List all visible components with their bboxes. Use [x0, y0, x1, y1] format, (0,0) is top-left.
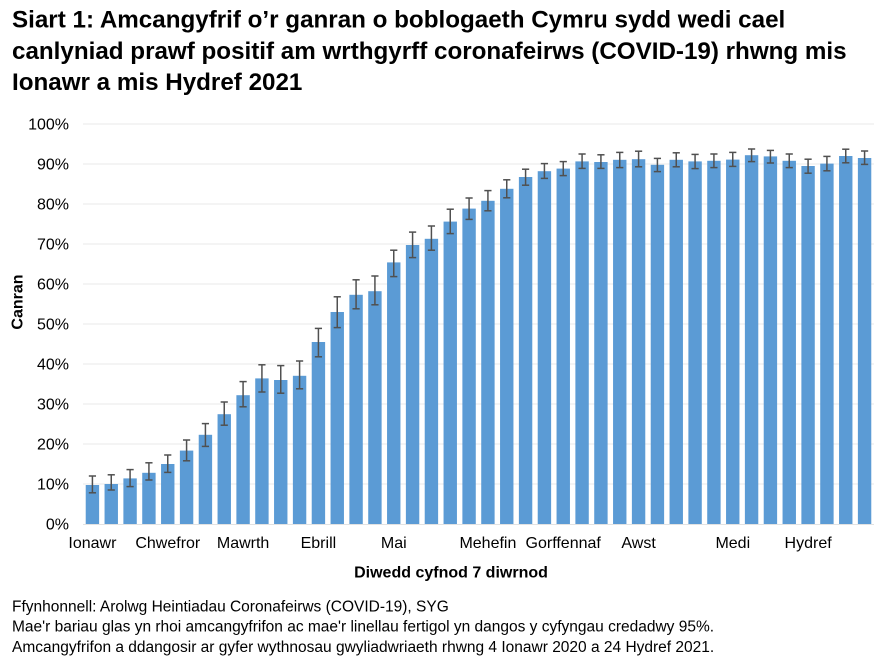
svg-text:Gorffennaf: Gorffennaf [526, 535, 602, 552]
svg-text:60%: 60% [37, 276, 69, 293]
svg-text:Mawrth: Mawrth [217, 535, 269, 552]
svg-text:Amcangyfrifon a ddangosir ar g: Amcangyfrifon a ddangosir ar gyfer wythn… [12, 639, 714, 656]
svg-text:100%: 100% [28, 116, 69, 133]
svg-text:Ebrill: Ebrill [301, 535, 337, 552]
svg-text:20%: 20% [37, 436, 69, 453]
svg-text:30%: 30% [37, 396, 69, 413]
svg-text:50%: 50% [37, 316, 69, 333]
svg-text:80%: 80% [37, 196, 69, 213]
svg-text:Ionawr a mis Hydref 2021: Ionawr a mis Hydref 2021 [12, 69, 302, 96]
svg-text:0%: 0% [46, 516, 69, 533]
svg-text:Ionawr: Ionawr [68, 535, 117, 552]
svg-text:40%: 40% [37, 356, 69, 373]
svg-text:Ffynhonnell: Arolwg Heintiadau: Ffynhonnell: Arolwg Heintiadau Coronafei… [12, 598, 449, 615]
svg-text:70%: 70% [37, 236, 69, 253]
svg-text:Mehefin: Mehefin [459, 535, 516, 552]
svg-text:Awst: Awst [621, 535, 656, 552]
svg-text:Mai: Mai [381, 535, 407, 552]
svg-text:Chwefror: Chwefror [135, 535, 201, 552]
svg-text:canlyniad prawf positif am wrt: canlyniad prawf positif am wrthgyrff cor… [12, 38, 847, 65]
svg-text:Mae'r bariau glas yn rhoi amca: Mae'r bariau glas yn rhoi amcangyfrifon … [12, 619, 714, 636]
svg-text:Siart 1: Amcangyfrif o’r ganra: Siart 1: Amcangyfrif o’r ganran o boblog… [12, 7, 785, 34]
svg-text:Hydref: Hydref [785, 535, 833, 552]
svg-text:10%: 10% [37, 476, 69, 493]
svg-text:Medi: Medi [715, 535, 750, 552]
svg-text:Diwedd cyfnod 7 diwrnod: Diwedd cyfnod 7 diwrnod [354, 565, 548, 582]
svg-text:Canran: Canran [10, 274, 27, 329]
svg-text:90%: 90% [37, 156, 69, 173]
